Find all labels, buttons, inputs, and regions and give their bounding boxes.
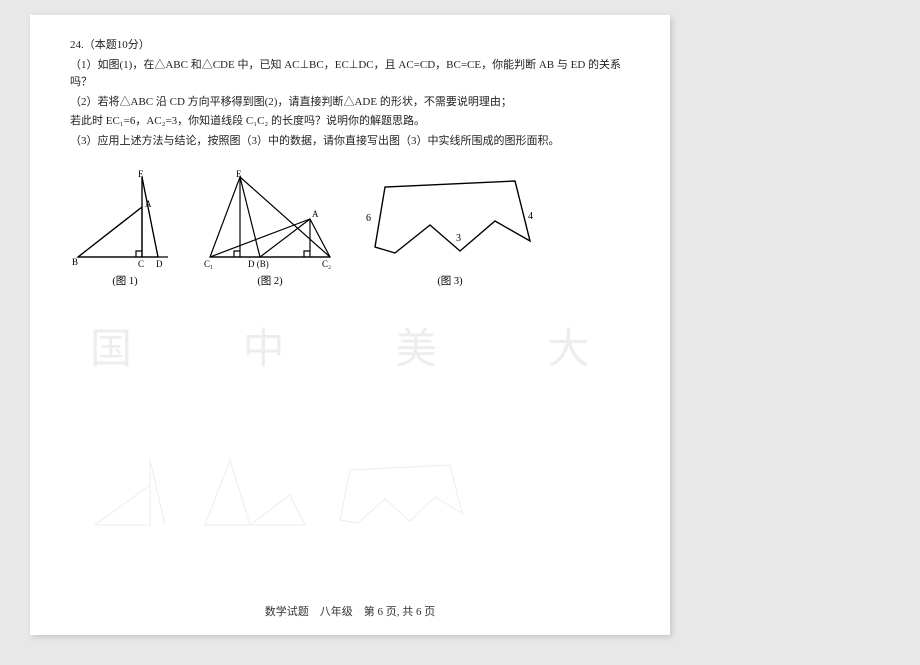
fig3-num-right: 4 <box>528 211 533 222</box>
fig2-label-E: E <box>236 169 242 179</box>
figure-2-svg: E A C₁ D (B) C₂ <box>200 169 340 269</box>
figure-3: 6 3 4 (图 3) <box>360 169 540 288</box>
fig1-caption: (图 1) <box>70 273 180 288</box>
watermark: 国 中 美 大 <box>90 315 640 376</box>
ghost-figures <box>90 455 470 535</box>
figure-3-svg: 6 3 4 <box>360 169 540 269</box>
problem-part1: （1）如图(1)，在△ABC 和△CDE 中，已知 AC⊥BC，EC⊥DC，且 … <box>70 57 630 92</box>
problem-part3: （3）应用上述方法与结论，按照图（3）中的数据，请你直接写出图（3）中实线所围成… <box>70 133 630 151</box>
exam-page: 24.（本题10分） （1）如图(1)，在△ABC 和△CDE 中，已知 AC⊥… <box>30 15 670 635</box>
fig3-num-mid: 3 <box>456 233 461 244</box>
fig2-label-C2: C₂ <box>322 259 331 269</box>
fig2-label-A: A <box>312 209 319 219</box>
problem-part2b: 若此时 EC₁=6，AC₂=3，你知道线段 C₁C₂ 的长度吗？说明你的解题思路… <box>70 113 630 131</box>
problem-header: 24.（本题10分） <box>70 37 630 55</box>
fig1-label-E: E <box>138 169 144 179</box>
figure-1-svg: E A B C D <box>70 169 180 269</box>
fig2-label-C1: C₁ <box>204 259 213 269</box>
figure-1: E A B C D (图 1) <box>70 169 180 288</box>
fig2-caption: (图 2) <box>200 273 340 288</box>
fig3-caption: (图 3) <box>360 273 540 288</box>
problem-part2a: （2）若将△ABC 沿 CD 方向平移得到图(2)，请直接判断△ADE 的形状，… <box>70 94 630 112</box>
page-footer: 数学试题 八年级 第 6 页, 共 6 页 <box>30 603 670 619</box>
figures-row: E A B C D (图 1) <box>70 169 630 288</box>
problem-block: 24.（本题10分） （1）如图(1)，在△ABC 和△CDE 中，已知 AC⊥… <box>70 37 630 151</box>
fig1-label-C: C <box>138 259 144 269</box>
fig2-label-DB: D (B) <box>248 259 269 269</box>
fig1-label-B: B <box>72 257 78 267</box>
fig3-num-left: 6 <box>366 213 371 224</box>
figure-2: E A C₁ D (B) C₂ (图 2) <box>200 169 340 288</box>
fig1-label-A: A <box>145 199 152 209</box>
fig1-label-D: D <box>156 259 163 269</box>
